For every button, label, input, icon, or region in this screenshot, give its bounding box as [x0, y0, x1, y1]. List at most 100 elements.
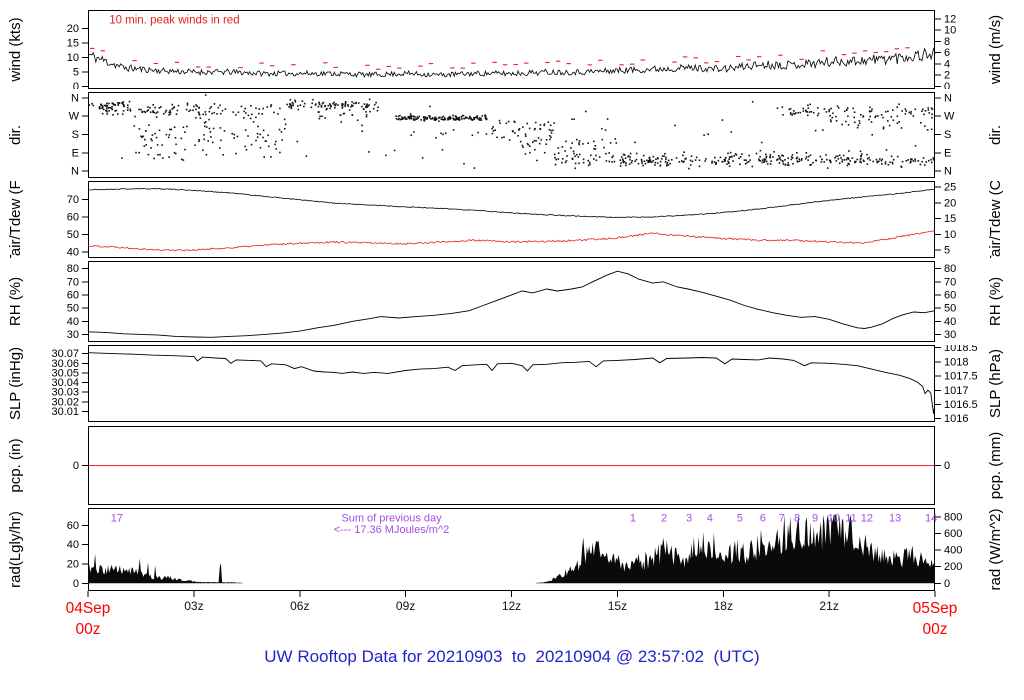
- svg-text:1016.5: 1016.5: [944, 399, 978, 411]
- svg-text:4: 4: [944, 58, 950, 70]
- svg-text:30.06: 30.06: [51, 358, 79, 370]
- svg-text:0: 0: [944, 81, 950, 89]
- svg-text:pcp. (mm): pcp. (mm): [987, 432, 1004, 500]
- svg-text:03z: 03z: [184, 599, 203, 613]
- svg-text:12z: 12z: [502, 599, 521, 613]
- svg-text:09z: 09z: [396, 599, 415, 613]
- svg-text:E: E: [72, 147, 79, 159]
- svg-text:E: E: [944, 147, 951, 159]
- svg-text:Sum of previous day: Sum of previous day: [341, 512, 442, 524]
- svg-text:W: W: [944, 111, 955, 123]
- svg-text:06z: 06z: [290, 599, 309, 613]
- svg-text:10: 10: [67, 52, 79, 64]
- svg-text:80: 80: [944, 263, 956, 275]
- svg-text:10: 10: [944, 25, 956, 37]
- svg-text:1018.5: 1018.5: [944, 345, 978, 354]
- svg-text:8: 8: [944, 36, 950, 48]
- svg-text:Tair/Tdew (C): Tair/Tdew (C): [987, 181, 1004, 258]
- svg-text:70: 70: [67, 276, 79, 288]
- svg-text:SLP (inHg): SLP (inHg): [7, 347, 24, 420]
- svg-text:20: 20: [944, 197, 956, 209]
- svg-text:6: 6: [944, 47, 950, 59]
- svg-text:wind (kts): wind (kts): [7, 17, 24, 82]
- svg-text:SLP (hPa): SLP (hPa): [987, 349, 1004, 418]
- svg-text:N: N: [944, 92, 952, 104]
- svg-text:rad (W/m^2): rad (W/m^2): [987, 508, 1004, 590]
- svg-text:RH (%): RH (%): [987, 277, 1004, 326]
- svg-text:18z: 18z: [714, 599, 733, 613]
- svg-text:S: S: [72, 129, 79, 141]
- svg-text:50: 50: [944, 303, 956, 315]
- svg-text:30.02: 30.02: [51, 396, 79, 408]
- svg-text:12: 12: [944, 13, 956, 25]
- temperature-dewpoint-panel: 40 50 60 70 5 10 15 20 25 Tair/Tdew (F) Tair/Tdew …: [7, 181, 1004, 258]
- svg-text:0: 0: [944, 578, 950, 590]
- svg-text:10: 10: [944, 229, 956, 241]
- precipitation-panel: 0 0 pcp. (in) pcp. (mm): [7, 426, 1004, 505]
- svg-text:400: 400: [944, 545, 962, 557]
- svg-text:14: 14: [925, 512, 937, 524]
- svg-text:80: 80: [67, 263, 79, 275]
- svg-text:2: 2: [944, 70, 950, 82]
- svg-text:15: 15: [944, 213, 956, 225]
- svg-text:00z: 00z: [923, 621, 948, 638]
- svg-text:60: 60: [67, 211, 79, 223]
- svg-text:3: 3: [686, 512, 692, 524]
- svg-text:4: 4: [707, 512, 713, 524]
- svg-text:wind (m/s): wind (m/s): [987, 15, 1004, 85]
- svg-text:0: 0: [944, 460, 950, 472]
- svg-text:5: 5: [73, 67, 79, 79]
- svg-text:13: 13: [889, 512, 901, 524]
- svg-text:6: 6: [760, 512, 766, 524]
- svg-text:5: 5: [737, 512, 743, 524]
- svg-text:0: 0: [73, 460, 79, 472]
- svg-text:2: 2: [661, 512, 667, 524]
- svg-text:N: N: [71, 92, 79, 104]
- svg-text:11: 11: [845, 512, 856, 524]
- svg-text:05Sep: 05Sep: [913, 600, 958, 617]
- figure-title: UW Rooftop Data for 20210903 to 20210904…: [264, 647, 760, 666]
- svg-text:30: 30: [67, 329, 79, 341]
- svg-text:0: 0: [73, 81, 79, 89]
- svg-text:30.04: 30.04: [51, 377, 79, 389]
- svg-text:RH (%): RH (%): [7, 277, 24, 326]
- svg-text:1018: 1018: [944, 356, 968, 368]
- svg-text:rad(Lgly/hr): rad(Lgly/hr): [7, 511, 24, 588]
- svg-text:40: 40: [67, 246, 79, 258]
- svg-text:00z: 00z: [76, 621, 101, 638]
- svg-text:40: 40: [944, 316, 956, 328]
- svg-text:30.01: 30.01: [51, 406, 79, 418]
- svg-text:15z: 15z: [608, 599, 627, 613]
- svg-text:40: 40: [67, 316, 79, 328]
- svg-text:1017.5: 1017.5: [944, 371, 978, 383]
- svg-text:N: N: [944, 166, 952, 178]
- svg-text:20: 20: [67, 559, 79, 571]
- svg-text:04Sep: 04Sep: [66, 600, 111, 617]
- svg-text:1: 1: [630, 512, 636, 524]
- svg-text:20: 20: [67, 23, 79, 35]
- svg-text:10: 10: [828, 512, 840, 524]
- svg-text:60: 60: [67, 289, 79, 301]
- svg-text:30.03: 30.03: [51, 387, 79, 399]
- svg-text:30.07: 30.07: [51, 348, 79, 360]
- svg-text:dir.: dir.: [987, 125, 1004, 145]
- svg-text:30: 30: [944, 329, 956, 341]
- svg-text:1017: 1017: [944, 385, 968, 397]
- svg-text:<--- 17.36 MJoules/m^2: <--- 17.36 MJoules/m^2: [334, 524, 450, 536]
- time-axis: 03z 06z 09z 12z 15z 18z 21z 04Sep 00z 05Sep 00z: [66, 591, 958, 638]
- svg-text:1016: 1016: [944, 413, 968, 422]
- svg-text:25: 25: [944, 182, 956, 194]
- svg-text:600: 600: [944, 528, 962, 540]
- svg-text:5: 5: [944, 245, 950, 257]
- svg-text:pcp. (in): pcp. (in): [7, 438, 24, 492]
- svg-text:60: 60: [944, 289, 956, 301]
- svg-text:15: 15: [67, 38, 79, 50]
- svg-text:N: N: [71, 166, 79, 178]
- svg-text:200: 200: [944, 561, 962, 573]
